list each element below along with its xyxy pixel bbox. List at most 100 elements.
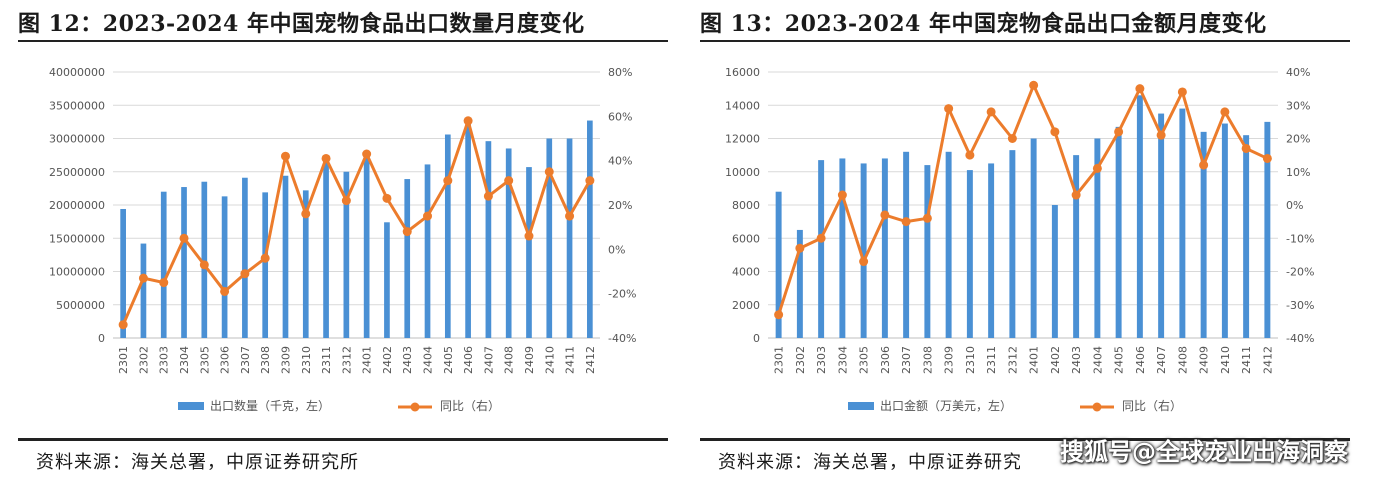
x-tick-label: 2407 <box>482 346 495 374</box>
bar <box>404 179 411 338</box>
bar <box>1115 126 1122 338</box>
x-tick-label: 2309 <box>279 346 292 374</box>
yoy-point <box>220 286 230 296</box>
yoy-point <box>986 107 996 117</box>
yoy-point <box>1114 127 1124 137</box>
bar <box>465 120 471 338</box>
bar <box>221 196 228 338</box>
bar <box>120 208 126 338</box>
y-left-tick-label: 30000000 <box>49 133 105 146</box>
legend-bar-label: 出口数量（千克，左） <box>210 398 330 413</box>
bar <box>1221 123 1228 338</box>
yoy-point <box>816 233 826 243</box>
x-tick-label: 2407 <box>1155 346 1168 374</box>
yoy-point <box>837 190 847 200</box>
x-tick-label: 2412 <box>1261 346 1274 374</box>
bar <box>262 192 269 338</box>
x-tick-label: 2307 <box>900 346 913 374</box>
x-tick-label: 2305 <box>198 346 211 374</box>
x-tick-label: 2411 <box>564 346 577 374</box>
x-tick-label: 2303 <box>158 346 171 374</box>
yoy-point <box>463 116 473 126</box>
y-left-tick-label: 8000 <box>732 199 760 212</box>
yoy-point <box>483 191 493 201</box>
legend-line-marker <box>410 402 420 412</box>
bar <box>818 160 825 338</box>
y-right-tick-label: 60% <box>608 110 632 123</box>
y-left-tick-label: 15000000 <box>49 232 105 245</box>
legend-bar-label: 出口金额（万美元，左） <box>880 398 1012 413</box>
bar <box>526 167 532 338</box>
y-right-tick-label: 20% <box>608 199 632 212</box>
bar <box>546 138 553 338</box>
legend-line-label: 同比（右） <box>440 398 500 413</box>
y-left-tick-label: 25000000 <box>49 166 105 179</box>
bar <box>860 163 867 338</box>
x-tick-label: 2404 <box>1091 346 1104 374</box>
yoy-point <box>382 193 392 203</box>
yoy-point <box>795 243 805 253</box>
y-right-tick-label: -30% <box>1286 299 1314 312</box>
y-right-tick-label: -40% <box>608 332 636 345</box>
bar <box>201 181 208 338</box>
right-chart-panel: 图 13：2023-2024 年中国宠物食品出口金额月度变化 0 2000 4000… <box>700 0 1370 482</box>
watermark: 搜狐号@全球宠业出海洞察 <box>1060 438 1348 466</box>
y-right-tick-label: 20% <box>1286 133 1310 146</box>
bar <box>775 191 782 338</box>
bar <box>485 141 492 338</box>
x-tick-label: 2304 <box>836 346 849 374</box>
bar <box>302 190 309 338</box>
y-left-tick-label: 0 <box>98 332 105 345</box>
x-tick-label: 2408 <box>1176 346 1189 374</box>
bar <box>966 170 973 338</box>
x-tick-label: 2402 <box>1049 346 1062 374</box>
bar <box>140 243 147 338</box>
x-tick-label: 2405 <box>442 346 455 374</box>
legend-line-label: 同比（右） <box>1122 398 1182 413</box>
yoy-point <box>423 211 433 221</box>
bar <box>1136 95 1143 339</box>
x-tick-label: 2308 <box>259 346 272 374</box>
source-note: 资料来源：海关总署，中原证券研究所 <box>36 452 359 473</box>
source-note: 资料来源：海关总署，中原证券研究所 <box>718 452 1041 473</box>
chart-title: 图 12：2023-2024 年中国宠物食品出口数量月度变化 <box>18 11 585 37</box>
bar <box>242 177 248 338</box>
bar <box>881 158 888 338</box>
bar <box>587 120 593 338</box>
bar <box>1264 121 1271 338</box>
yoy-point <box>1241 143 1251 153</box>
yoy-point <box>1220 107 1230 117</box>
bar <box>181 187 187 338</box>
bar <box>1243 135 1250 338</box>
bar <box>566 138 573 338</box>
x-tick-label: 2411 <box>1240 346 1253 374</box>
yoy-point <box>1029 80 1039 90</box>
x-tick-label: 2401 <box>1028 346 1041 374</box>
yoy-point <box>774 310 784 320</box>
legend-bar-swatch <box>848 402 874 410</box>
x-tick-label: 2304 <box>178 346 191 374</box>
bar <box>945 151 952 338</box>
yoy-point <box>944 104 954 114</box>
y-left-tick-label: 6000 <box>732 232 760 245</box>
x-tick-label: 2312 <box>1006 346 1019 374</box>
x-tick-label: 2302 <box>137 346 150 374</box>
yoy-point <box>443 176 453 186</box>
x-tick-label: 2310 <box>964 346 977 374</box>
bar <box>1009 150 1016 338</box>
x-tick-label: 2403 <box>401 346 414 374</box>
watermark-backdrop <box>1020 442 1384 482</box>
x-tick-label: 2409 <box>523 346 536 374</box>
y-right-tick-label: 30% <box>1286 99 1310 112</box>
x-tick-label: 2406 <box>462 346 475 374</box>
bar <box>424 164 431 338</box>
y-right-tick-label: -20% <box>608 288 636 301</box>
bar <box>1073 155 1080 338</box>
bar <box>363 150 370 338</box>
bar <box>505 148 512 338</box>
yoy-point <box>859 257 869 267</box>
yoy-point <box>565 211 575 221</box>
source-divider <box>700 438 1350 441</box>
legend-line-marker <box>1092 402 1102 412</box>
yoy-point <box>362 149 372 159</box>
